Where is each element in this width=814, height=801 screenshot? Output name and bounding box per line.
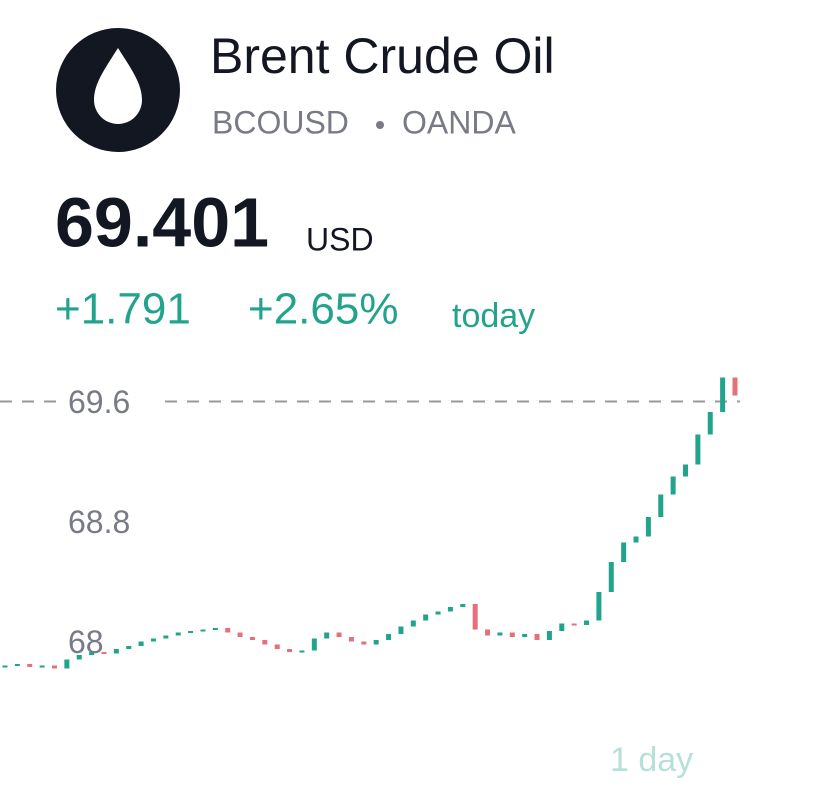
candle — [621, 542, 627, 562]
candle — [361, 641, 367, 645]
candle — [188, 631, 194, 633]
candle — [633, 536, 639, 543]
candle — [138, 641, 144, 646]
candle — [64, 659, 70, 669]
candle — [225, 628, 231, 633]
logo-drop — [94, 48, 142, 124]
candle — [423, 614, 429, 621]
candle — [447, 607, 453, 612]
separator — [376, 121, 384, 129]
candle — [262, 640, 268, 645]
candle — [336, 632, 342, 637]
y-tick-label: 68.8 — [68, 504, 130, 540]
candle — [76, 655, 82, 660]
candle — [14, 664, 20, 666]
candle — [39, 665, 45, 668]
candle — [386, 634, 392, 640]
candle — [212, 628, 218, 630]
exchange: OANDA — [402, 104, 516, 140]
candle — [559, 623, 565, 631]
candle — [410, 620, 416, 627]
candle — [311, 638, 317, 651]
change-percent: +2.65% — [248, 285, 398, 334]
candle — [509, 632, 515, 637]
candle — [732, 377, 738, 396]
candle — [658, 494, 664, 517]
symbol: BCOUSD — [212, 104, 349, 140]
candle — [435, 611, 441, 615]
candle — [101, 652, 107, 654]
period: today — [452, 297, 535, 335]
candle — [485, 629, 491, 636]
candle — [373, 640, 379, 645]
candle — [2, 665, 8, 668]
candle — [608, 562, 614, 592]
candle — [596, 592, 602, 621]
candle — [237, 632, 243, 637]
candle — [51, 665, 57, 669]
candle — [720, 377, 726, 412]
candle — [249, 637, 255, 640]
title: Brent Crude Oil — [210, 28, 555, 84]
candle — [546, 631, 552, 640]
candle — [113, 649, 119, 654]
candle — [460, 604, 466, 607]
range-label[interactable]: 1 day — [610, 741, 693, 779]
y-tick-label: 68 — [68, 624, 104, 660]
candle — [472, 604, 478, 630]
y-tick-label: 69.6 — [68, 384, 130, 420]
candle — [645, 517, 651, 537]
candle — [695, 434, 701, 465]
candle — [398, 626, 404, 634]
candle — [200, 629, 206, 632]
candle — [274, 644, 280, 649]
currency: USD — [306, 221, 374, 257]
candle — [89, 652, 95, 655]
candle — [27, 664, 33, 667]
candle — [707, 412, 713, 435]
candle — [348, 637, 354, 642]
candle — [150, 638, 156, 642]
candle — [126, 646, 132, 649]
candle — [175, 632, 181, 636]
candle — [534, 634, 540, 640]
candle — [522, 634, 528, 637]
candle — [683, 464, 689, 477]
candle — [163, 635, 169, 639]
candle — [584, 620, 590, 625]
candle — [299, 650, 305, 653]
price: 69.401 — [55, 183, 269, 261]
candle — [324, 632, 330, 639]
candle — [670, 476, 676, 495]
candle — [571, 623, 577, 626]
candle — [497, 632, 503, 636]
candle — [287, 649, 293, 652]
change: +1.791 — [55, 285, 191, 334]
